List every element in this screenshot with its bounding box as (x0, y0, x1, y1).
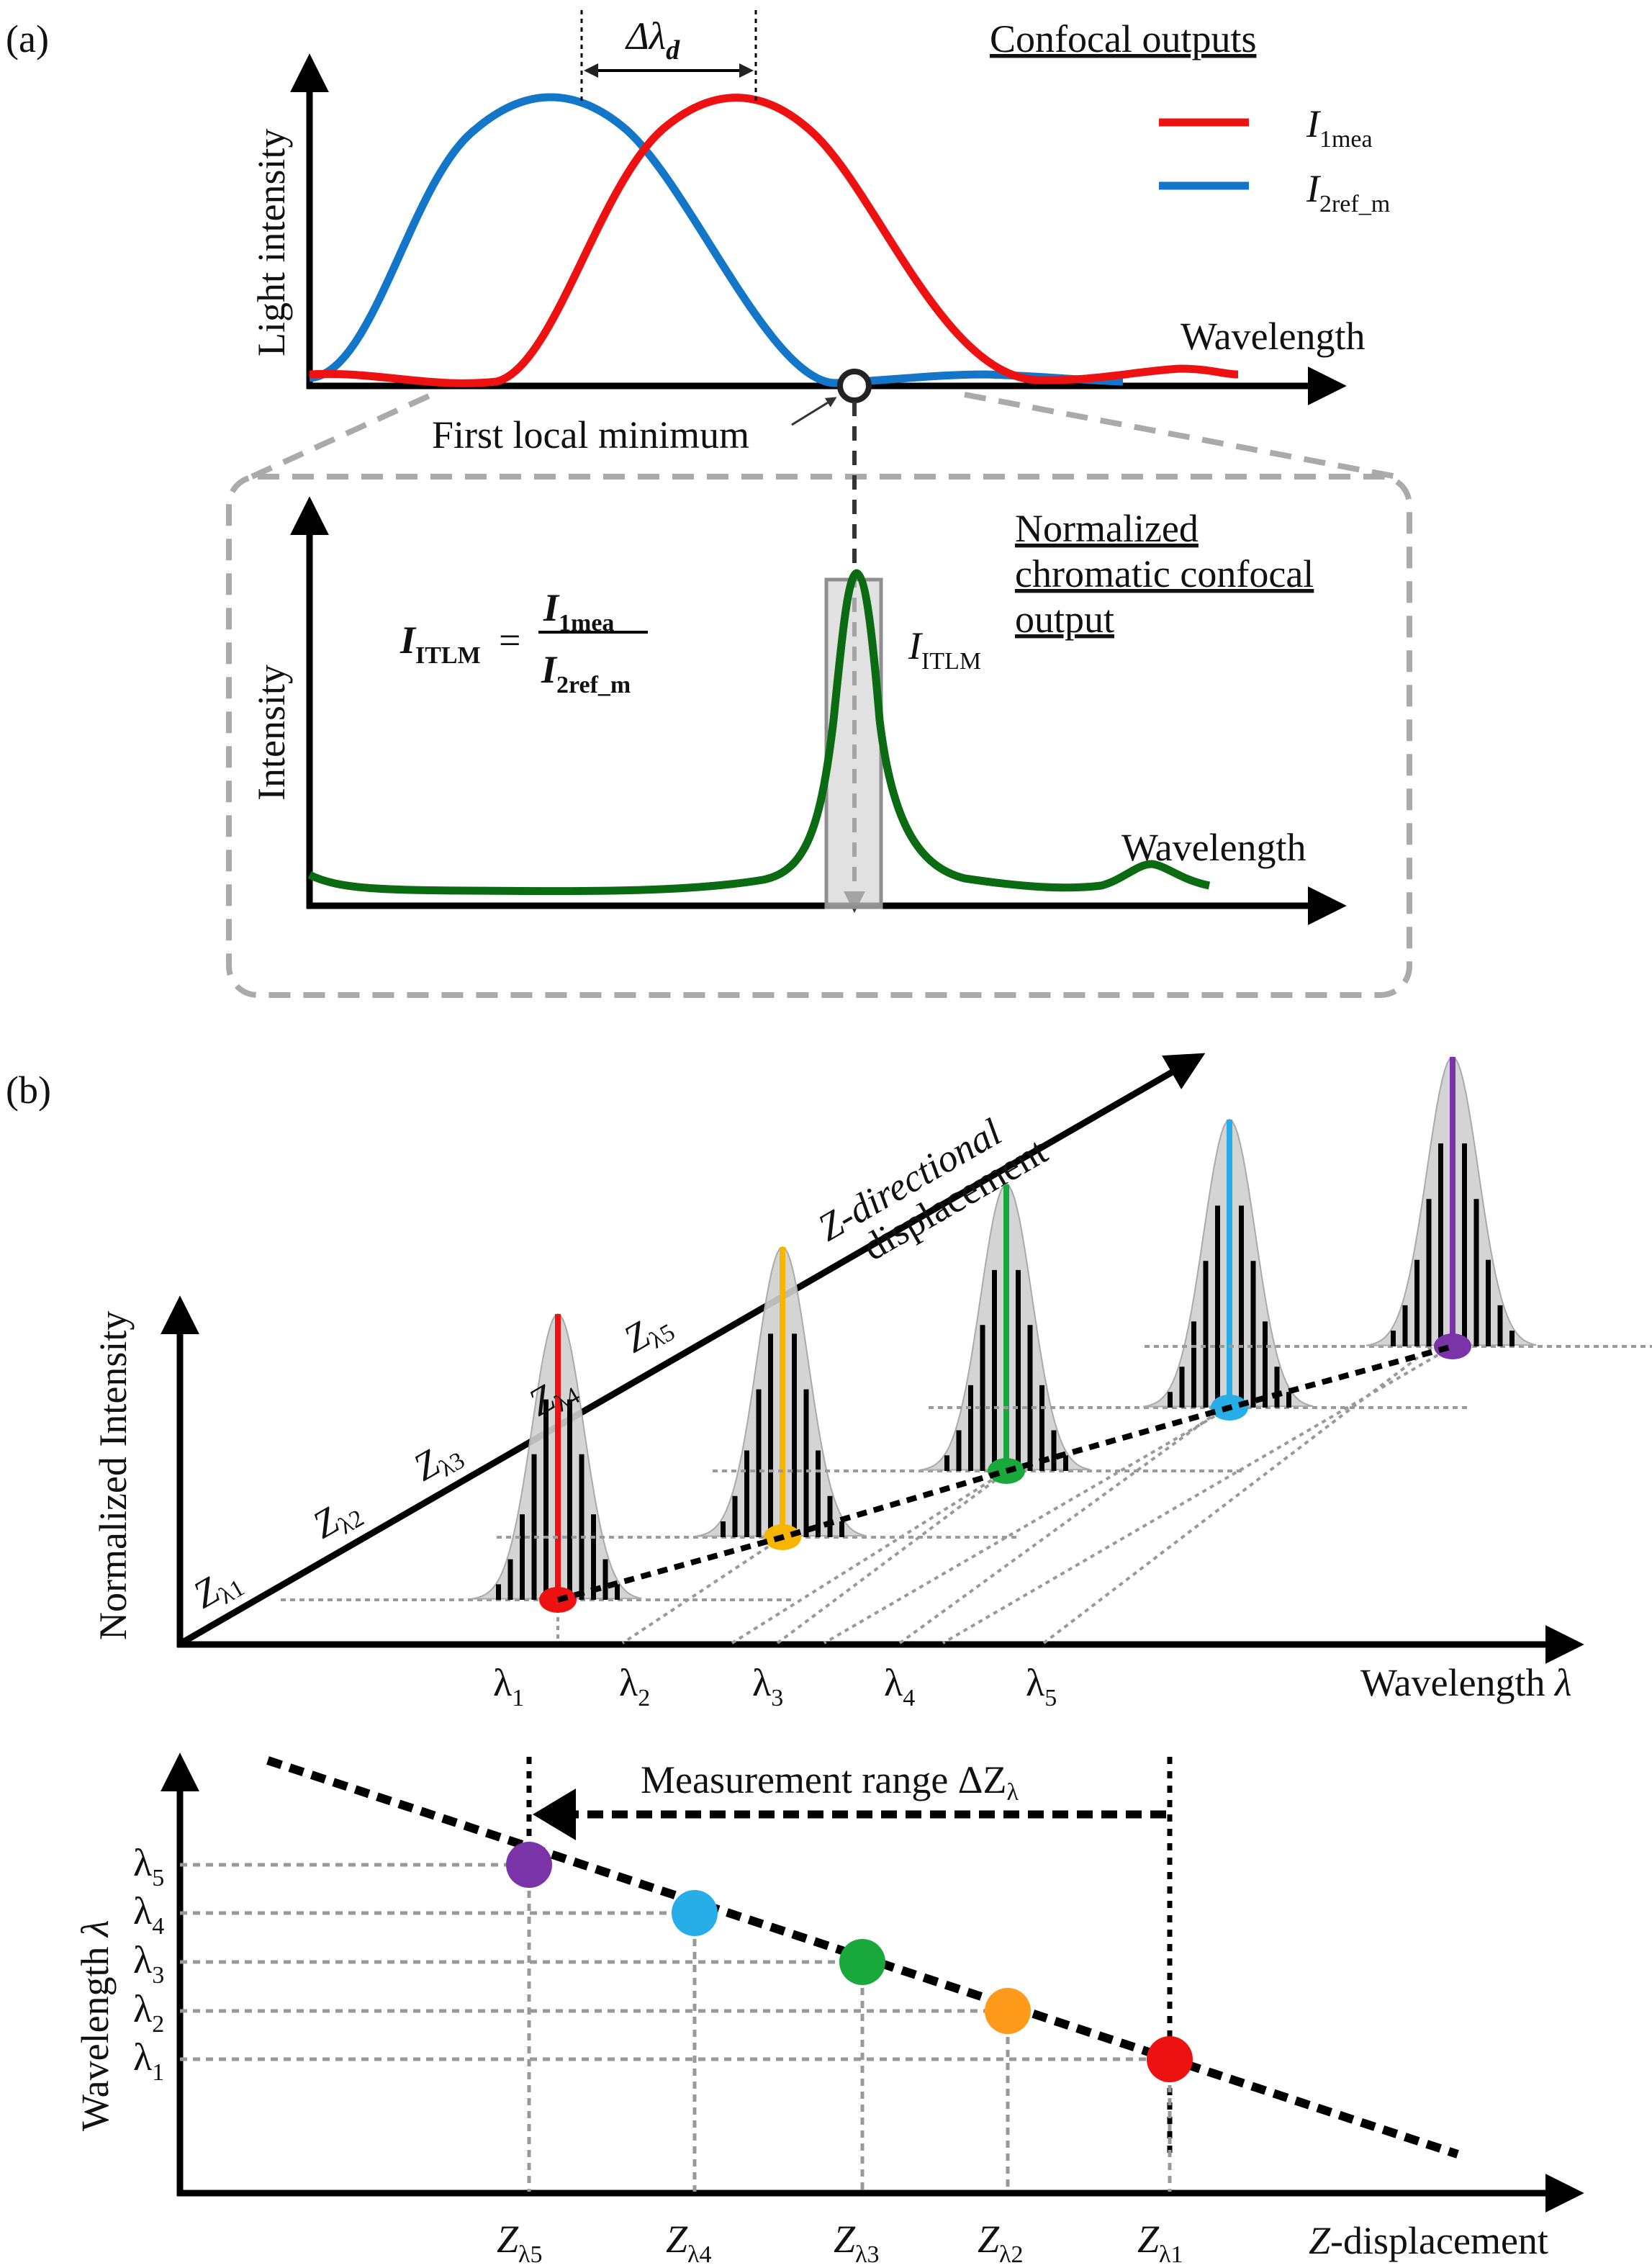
zoom-guide-left (250, 392, 433, 480)
range-arrowhead (533, 1788, 576, 1840)
peak-dot-5 (1434, 1333, 1471, 1359)
range-label: Measurement range ΔZλ (641, 1758, 1019, 1806)
minimum-pointer-arrow (791, 397, 837, 426)
blue-curve-i2ref (309, 93, 1124, 387)
projection-line-2 (621, 1536, 784, 1644)
x-tick-z4: Zλ4 (666, 2218, 712, 2268)
inset-title-line3: output (1015, 598, 1114, 641)
projection-fan-1 (1042, 1345, 1434, 1644)
legend-title: Confocal outputs (990, 17, 1256, 60)
projection-line-3 (731, 1470, 1008, 1644)
formula-lhs: IITLM (400, 618, 481, 669)
x-tick-z2: Zλ2 (978, 2218, 1024, 2268)
calibration-point-1 (506, 1842, 552, 1888)
inset-frame (226, 474, 1412, 998)
delta-label: Δλd (625, 14, 680, 66)
first-local-minimum-marker (837, 369, 872, 403)
lambda-tick-1: λ1 (493, 1661, 524, 1711)
calibration-point-4 (985, 1988, 1031, 2034)
formula-denominator: I2ref_m (541, 648, 631, 698)
lambda-tick-2: λ2 (619, 1661, 650, 1711)
formula-numerator: I1mea (543, 586, 614, 636)
green-curve-itlm (307, 569, 1211, 896)
red-curve-i1mea (309, 94, 1239, 387)
calibration-point-3 (839, 1939, 885, 1985)
projection-line-4 (823, 1406, 1231, 1644)
calibration-point-5 (1147, 2036, 1193, 2082)
x-tick-z1: Zλ1 (1137, 2218, 1183, 2268)
lower-points (506, 1842, 1193, 2082)
x-tick-z5: Zλ5 (497, 2218, 543, 2268)
y-tick-lambda5: λ5 (133, 1841, 164, 1891)
calibration-point-2 (672, 1890, 718, 1936)
minimum-label: First local minimum (432, 413, 749, 456)
peak-connector-line (556, 1344, 1454, 1603)
lambda-tick-5: λ5 (1026, 1661, 1057, 1711)
x-tick-z3: Zλ3 (834, 2218, 880, 2268)
legend-blue-label: I2ref_m (1306, 167, 1390, 217)
projection-fan-2 (898, 1406, 1225, 1644)
y-tick-lambda4: λ4 (133, 1889, 164, 1940)
y-tick-lambda3: λ3 (133, 1938, 164, 1989)
formula-equals: = (499, 618, 520, 662)
legend-red-label: I1mea (1306, 102, 1373, 153)
y-tick-lambda1: λ1 (133, 2035, 164, 2086)
z-label-5: Zλ5 (616, 1301, 680, 1365)
lower-xlabel: Z-displacement (1309, 2219, 1548, 2262)
inset-title-line1: Normalized (1015, 507, 1199, 550)
panel-b-label: (b) (6, 1068, 51, 1112)
panel-b-xlabel: Wavelength λ (1360, 1661, 1571, 1704)
inset-title-line2: chromatic confocal (1015, 552, 1314, 595)
inset-ylabel: Intensity (250, 665, 293, 801)
zoom-guide-right (964, 392, 1397, 480)
panel-a-ylabel: Light intensity (250, 129, 293, 357)
lower-ylabel: Wavelength λ (73, 1920, 117, 2131)
y-tick-lambda2: λ2 (133, 1987, 164, 2038)
panel-a-xlabel: Wavelength (1181, 315, 1366, 358)
panel-b-ylabel: Normalized Intensity (91, 1311, 135, 1640)
green-curve-label: IITLM (908, 624, 981, 675)
z-direction-axis (179, 1053, 1206, 1646)
lambda-tick-4: λ4 (884, 1661, 915, 1711)
panel-a-label: (a) (6, 17, 49, 60)
lambda-tick-3: λ3 (752, 1661, 783, 1711)
lower-guide-lines (180, 1863, 1172, 2192)
waterfall-peaks (281, 1056, 1652, 1644)
